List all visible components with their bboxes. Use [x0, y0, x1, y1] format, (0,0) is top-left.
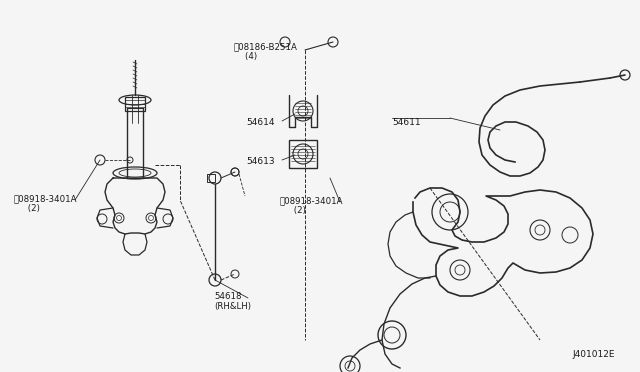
Text: ⓝ08918-3401A
     (2): ⓝ08918-3401A (2): [280, 196, 344, 215]
Bar: [207, 174, 215, 182]
Text: 54613: 54613: [246, 157, 275, 166]
Text: 54618
(RH&LH): 54618 (RH&LH): [214, 292, 251, 311]
Text: 54614: 54614: [246, 118, 275, 127]
Text: ⓝ08918-3401A
     (2): ⓝ08918-3401A (2): [14, 194, 77, 214]
Text: 54611: 54611: [392, 118, 420, 127]
Text: J401012E: J401012E: [572, 350, 614, 359]
Text: ⓝ08186-B251A
    (4): ⓝ08186-B251A (4): [234, 42, 298, 61]
Bar: [125, 97, 145, 111]
Bar: [289, 140, 317, 168]
